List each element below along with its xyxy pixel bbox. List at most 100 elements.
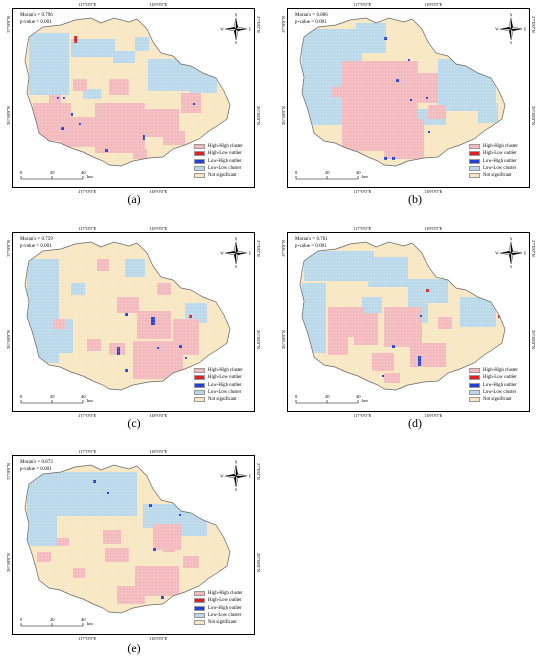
lat-right-mid-label: 26°30'0"N bbox=[256, 553, 261, 572]
p-value: p-value = 0.001 bbox=[20, 466, 52, 472]
scale-tick-label: 0 bbox=[20, 394, 23, 399]
scale-tick-label: 0 bbox=[295, 394, 298, 399]
statistics-box: Moran's = 0.873 p-value = 0.001 bbox=[20, 460, 53, 473]
lat-left-mid-label: 26°30'0"N bbox=[281, 106, 286, 125]
lat-left-top-label: 27°0'0"N bbox=[6, 240, 11, 257]
lon-bottom-left-label: 117°0'0"E bbox=[353, 413, 372, 418]
legend-label: Not significant bbox=[483, 173, 512, 179]
legend-item: Low-Low cluster bbox=[469, 165, 518, 172]
compass-label-n: N bbox=[235, 238, 238, 242]
legend-swatch bbox=[194, 382, 205, 388]
legend-label: Low-Low cluster bbox=[208, 389, 242, 395]
lat-right-top-label: 27°0'0"N bbox=[256, 16, 261, 33]
map-frame: N S E W Moran's = 0.796 p-value = 0.001 High-H… bbox=[12, 8, 255, 188]
panel-caption: (e) bbox=[127, 641, 141, 655]
legend-swatch bbox=[194, 375, 205, 381]
legend-swatch bbox=[469, 173, 480, 179]
legend-swatch bbox=[469, 166, 480, 172]
panel-caption: (d) bbox=[408, 416, 422, 430]
compass-label-s: S bbox=[235, 41, 237, 45]
legend-item: Low-High outlier bbox=[469, 382, 518, 389]
scale-unit: km bbox=[87, 174, 93, 179]
lat-right-mid-label: 26°30'0"N bbox=[256, 106, 261, 125]
legend-item: High-Low outlier bbox=[194, 597, 243, 604]
legend-label: High-High cluster bbox=[208, 591, 243, 596]
lon-bottom-right-label: 118°0'0"E bbox=[424, 413, 443, 418]
map-panel-b: N S E W Moran's = 0.806 p-value = 0.001 High-H… bbox=[281, 2, 536, 194]
map-frame: N S E W Moran's = 0.759 p-value = 0.001 High-H… bbox=[12, 232, 255, 412]
map-frame: N S E W Moran's = 0.873 p-value = 0.001 High-H… bbox=[12, 455, 255, 635]
lon-top-right-label: 118°0'0"E bbox=[149, 2, 168, 7]
legend: High-High cluster High-Low outlier Low-Hig… bbox=[194, 367, 243, 403]
scale-tick-label: 40 bbox=[81, 617, 86, 622]
scale-bar-graphic bbox=[295, 400, 359, 404]
statistics-box: Moran's = 0.761 p-value = 0.001 bbox=[295, 237, 328, 250]
legend-label: Low-Low cluster bbox=[483, 165, 517, 171]
lisa-cluster-map: N S E W bbox=[299, 14, 527, 167]
scale-bar: 0 20 40 km bbox=[19, 170, 99, 181]
map-panel-a: N S E W Moran's = 0.796 p-value = 0.001 High-H… bbox=[6, 2, 261, 194]
lon-top-left-label: 117°0'0"E bbox=[78, 2, 97, 7]
compass-label-w: W bbox=[220, 475, 224, 479]
scale-tick-label: 40 bbox=[81, 170, 86, 175]
lon-top-left-label: 117°0'0"E bbox=[353, 2, 372, 7]
legend-item: Low-High outlier bbox=[469, 158, 518, 165]
north-arrow-icon: N S E W bbox=[220, 238, 252, 270]
scale-tick-label: 0 bbox=[295, 170, 298, 175]
compass-label-w: W bbox=[220, 28, 224, 32]
compass-label-n: N bbox=[235, 461, 238, 465]
scale-tick-label: 40 bbox=[356, 170, 361, 175]
lon-bottom-left-label: 117°0'0"E bbox=[78, 189, 97, 194]
scale-bar-graphic bbox=[20, 623, 84, 627]
legend-label: Low-High outlier bbox=[483, 382, 517, 388]
legend-item: Low-High outlier bbox=[194, 382, 243, 389]
scale-bar-graphic bbox=[20, 400, 84, 404]
lat-right-mid-label: 26°30'0"N bbox=[531, 330, 536, 349]
legend-label: High-High cluster bbox=[208, 144, 243, 149]
lat-right-mid-label: 26°30'0"N bbox=[531, 106, 536, 125]
scale-unit: km bbox=[362, 174, 368, 179]
lon-bottom-left-label: 117°0'0"E bbox=[353, 189, 372, 194]
legend-item: Low-Low cluster bbox=[469, 389, 518, 396]
statistics-box: Moran's = 0.806 p-value = 0.001 bbox=[295, 13, 328, 26]
legend-item: Low-High outlier bbox=[194, 158, 243, 165]
legend-item: Low-Low cluster bbox=[194, 389, 243, 396]
scale-tick-label: 20 bbox=[50, 394, 55, 399]
legend-swatch bbox=[469, 158, 480, 164]
legend-label: Not significant bbox=[208, 173, 237, 179]
lon-top-right-label: 118°0'0"E bbox=[424, 226, 443, 231]
legend-item: Not significant bbox=[469, 396, 518, 403]
legend-label: High-High cluster bbox=[483, 144, 518, 149]
legend-item: High-Low outlier bbox=[469, 374, 518, 381]
lat-left-mid-label: 26°30'0"N bbox=[6, 106, 11, 125]
lisa-cluster-map: N S E W bbox=[24, 14, 252, 167]
legend-label: Low-Low cluster bbox=[483, 389, 517, 395]
lon-bottom-right-label: 118°0'0"E bbox=[424, 189, 443, 194]
scale-tick-label: 20 bbox=[325, 394, 330, 399]
legend-swatch bbox=[194, 368, 205, 374]
scale-tick-label: 20 bbox=[50, 617, 55, 622]
legend-swatch bbox=[194, 173, 205, 179]
scale-bar: 0 20 40 km bbox=[294, 394, 374, 405]
legend-label: Low-High outlier bbox=[208, 605, 242, 611]
legend-label: Not significant bbox=[208, 397, 237, 403]
p-value: p-value = 0.001 bbox=[295, 243, 327, 249]
compass-label-s: S bbox=[235, 265, 237, 269]
compass-label-n: N bbox=[510, 14, 513, 18]
legend-item: Not significant bbox=[194, 172, 243, 179]
legend-swatch bbox=[469, 151, 480, 157]
legend-label: Not significant bbox=[483, 397, 512, 403]
map-panel-e: N S E W Moran's = 0.873 p-value = 0.001 High-H… bbox=[6, 449, 261, 641]
scale-tick-label: 0 bbox=[20, 617, 23, 622]
region-boundary bbox=[299, 17, 506, 167]
morans-i-value: Moran's = 0.796 bbox=[20, 13, 53, 18]
compass-label-w: W bbox=[495, 252, 499, 256]
compass-label-s: S bbox=[510, 265, 512, 269]
north-arrow-icon: N S E W bbox=[220, 14, 252, 46]
compass-label-e: E bbox=[524, 252, 527, 256]
lat-left-top-label: 27°0'0"N bbox=[281, 240, 286, 257]
scale-tick-label: 40 bbox=[356, 394, 361, 399]
lat-right-top-label: 27°0'0"N bbox=[256, 240, 261, 257]
region-boundary bbox=[24, 464, 231, 614]
lat-left-top-label: 27°0'0"N bbox=[6, 16, 11, 33]
